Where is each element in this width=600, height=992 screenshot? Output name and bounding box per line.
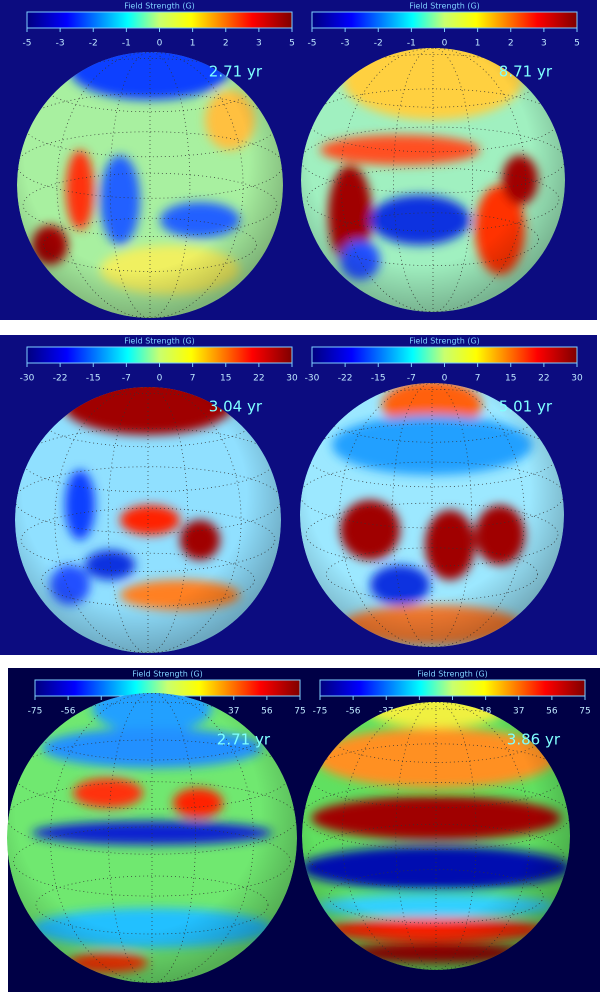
- sphere-shade: [300, 383, 564, 647]
- colorbar-tick-label: -2: [89, 39, 98, 49]
- stellar-map: [15, 387, 281, 653]
- time-label: 2.71 yr: [209, 63, 263, 81]
- colorbar-tick-label: 5: [574, 39, 580, 49]
- colorbar-tick-label: 3: [256, 39, 262, 49]
- colorbar-tick-label: 30: [571, 374, 583, 384]
- time-label: 3.86 yr: [507, 731, 561, 749]
- colorbar-tick-label: 37: [228, 707, 239, 717]
- colorbar-tick-label: 75: [579, 707, 590, 717]
- colorbar-tick-label: 56: [546, 707, 558, 717]
- stellar-map: [17, 52, 283, 318]
- colorbar: [311, 11, 578, 29]
- colorbar-tick-label: 37: [513, 707, 524, 717]
- colorbar-tick-label: -22: [53, 374, 68, 384]
- colorbar-tick-label: 0: [157, 374, 163, 384]
- stellar-map: [7, 693, 297, 983]
- colorbar-tick-label: 22: [538, 374, 549, 384]
- colorbar-tick-label: -1: [122, 39, 131, 49]
- colorbar-tick-label: -1: [407, 39, 416, 49]
- colorbar-tick-label: -30: [305, 374, 320, 384]
- stellar-map: [302, 702, 570, 970]
- colorbar-title: Field Strength (G): [132, 670, 203, 679]
- sphere-shade: [15, 387, 281, 653]
- colorbar-tick-label: -5: [308, 39, 317, 49]
- sphere-shade: [301, 48, 565, 312]
- colorbar-title: Field Strength (G): [409, 2, 480, 11]
- colorbar-tick-label: 0: [157, 39, 163, 49]
- colorbar-tick-label: 75: [294, 707, 305, 717]
- colorbar-tick-label: -15: [371, 374, 386, 384]
- colorbar-tick-label: 7: [475, 374, 481, 384]
- stellar-map: [301, 48, 565, 312]
- sphere-shade: [7, 693, 297, 983]
- colorbar: [26, 346, 293, 364]
- colorbar-tick-label: -7: [407, 374, 416, 384]
- colorbar-tick-label: 1: [190, 39, 196, 49]
- colorbar-tick-label: 30: [286, 374, 298, 384]
- colorbar: [34, 679, 301, 697]
- colorbar-tick-label: 2: [508, 39, 514, 49]
- colorbar-tick-label: 0: [442, 374, 448, 384]
- time-label: 3.04 yr: [209, 398, 263, 416]
- time-label: 2.71 yr: [217, 731, 271, 749]
- colorbar-tick-label: 0: [442, 39, 448, 49]
- colorbar-tick-label: 3: [541, 39, 547, 49]
- colorbar-tick-label: 1: [475, 39, 481, 49]
- figure-row: Field Strength (G) -5 -3 -2 -1 0 1 2 3 5 2.71 yr Fi…: [0, 0, 597, 320]
- colorbar-tick-label: -3: [56, 39, 65, 49]
- time-label: 5.01 yr: [499, 398, 553, 416]
- figure-row: Field Strength (G)-75-56-37-180183756752…: [7, 668, 600, 992]
- colorbar-title: Field Strength (G): [417, 670, 488, 679]
- colorbar-title: Field Strength (G): [409, 337, 480, 346]
- colorbar-tick-label: 15: [505, 374, 516, 384]
- colorbar-tick-label: 15: [220, 374, 231, 384]
- colorbar-tick-label: -75: [28, 707, 43, 717]
- colorbar-tick-label: -3: [341, 39, 350, 49]
- figure-row: Field Strength (G) -30 -22 -15 -7 0 7 15 22 30 3.0…: [0, 335, 597, 655]
- colorbar-tick-label: -5: [23, 39, 32, 49]
- colorbar-tick-label: 7: [190, 374, 196, 384]
- colorbar-tick-label: -15: [86, 374, 101, 384]
- colorbar-tick-label: -22: [338, 374, 353, 384]
- colorbar: [311, 346, 578, 364]
- colorbar-tick-label: -37: [379, 707, 394, 717]
- time-label: 8.71 yr: [499, 63, 553, 81]
- colorbar-tick-label: -56: [346, 707, 361, 717]
- colorbar-tick-label: -2: [374, 39, 383, 49]
- colorbar-tick-label: 2: [223, 39, 229, 49]
- colorbar-tick-label: 18: [480, 707, 492, 717]
- sphere-shade: [17, 52, 283, 318]
- colorbar-tick-label: -30: [20, 374, 35, 384]
- stellar-map: [300, 383, 564, 647]
- colorbar-tick-label: 22: [253, 374, 264, 384]
- colorbar-title: Field Strength (G): [124, 2, 195, 11]
- colorbar-tick-label: 56: [261, 707, 273, 717]
- colorbar-tick-label: -7: [122, 374, 131, 384]
- colorbar: [26, 11, 293, 29]
- colorbar: [319, 679, 586, 697]
- colorbar-title: Field Strength (G): [124, 337, 195, 346]
- colorbar-tick-label: -56: [61, 707, 76, 717]
- sphere-shade: [302, 702, 570, 970]
- colorbar-tick-label: 5: [289, 39, 295, 49]
- colorbar-tick-label: -75: [313, 707, 328, 717]
